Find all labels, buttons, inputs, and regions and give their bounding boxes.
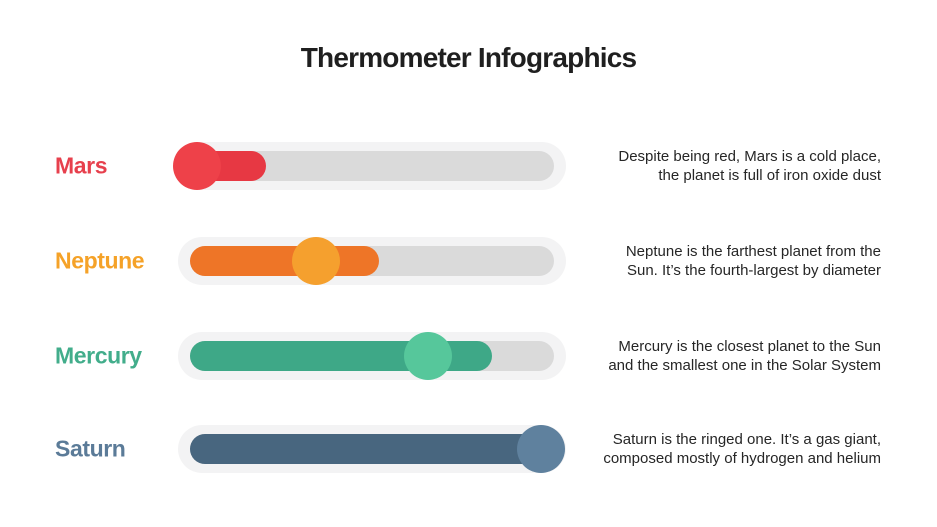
row-description-mercury: Mercury is the closest planet to the Sun…: [608, 338, 881, 374]
thermometer-track: [173, 142, 554, 190]
row-neptune: Neptune Neptune is the farthest planet f…: [0, 237, 937, 285]
thermometer-mercury: [178, 332, 566, 380]
page-title: Thermometer Infographics: [300, 42, 637, 73]
thermometer-track: [190, 237, 554, 285]
row-mars: Mars Despite being red, Mars is a cold p…: [0, 142, 937, 190]
thermometer-mars: [173, 142, 566, 190]
row-description-mars: Despite being red, Mars is a cold place,…: [618, 148, 881, 184]
thermometer-track: [190, 332, 554, 380]
row-label-saturn: Saturn: [55, 435, 126, 462]
thermometer-neptune: [178, 237, 566, 285]
row-label-neptune: Neptune: [55, 247, 145, 274]
row-mercury: Mercury Mercury is the closest planet to…: [0, 332, 937, 380]
thermometer-fill: [190, 434, 554, 464]
row-description-neptune: Neptune is the farthest planet from the …: [625, 243, 881, 279]
thermometer-bulb: [516, 425, 565, 473]
thermometer-bulb: [404, 332, 453, 380]
thermometer-track: [190, 425, 565, 473]
thermometer-bulb: [173, 142, 222, 190]
row-label-mercury: Mercury: [55, 342, 142, 369]
row-description-saturn: Saturn is the ringed one. It’s a gas gia…: [603, 431, 881, 467]
thermometer-fill: [190, 246, 380, 276]
row-label-mars: Mars: [55, 152, 108, 179]
row-saturn: Saturn Saturn is the ringed one. It’s a …: [0, 425, 937, 473]
thermometer-saturn: [178, 425, 566, 473]
thermometer-bulb: [291, 237, 340, 285]
